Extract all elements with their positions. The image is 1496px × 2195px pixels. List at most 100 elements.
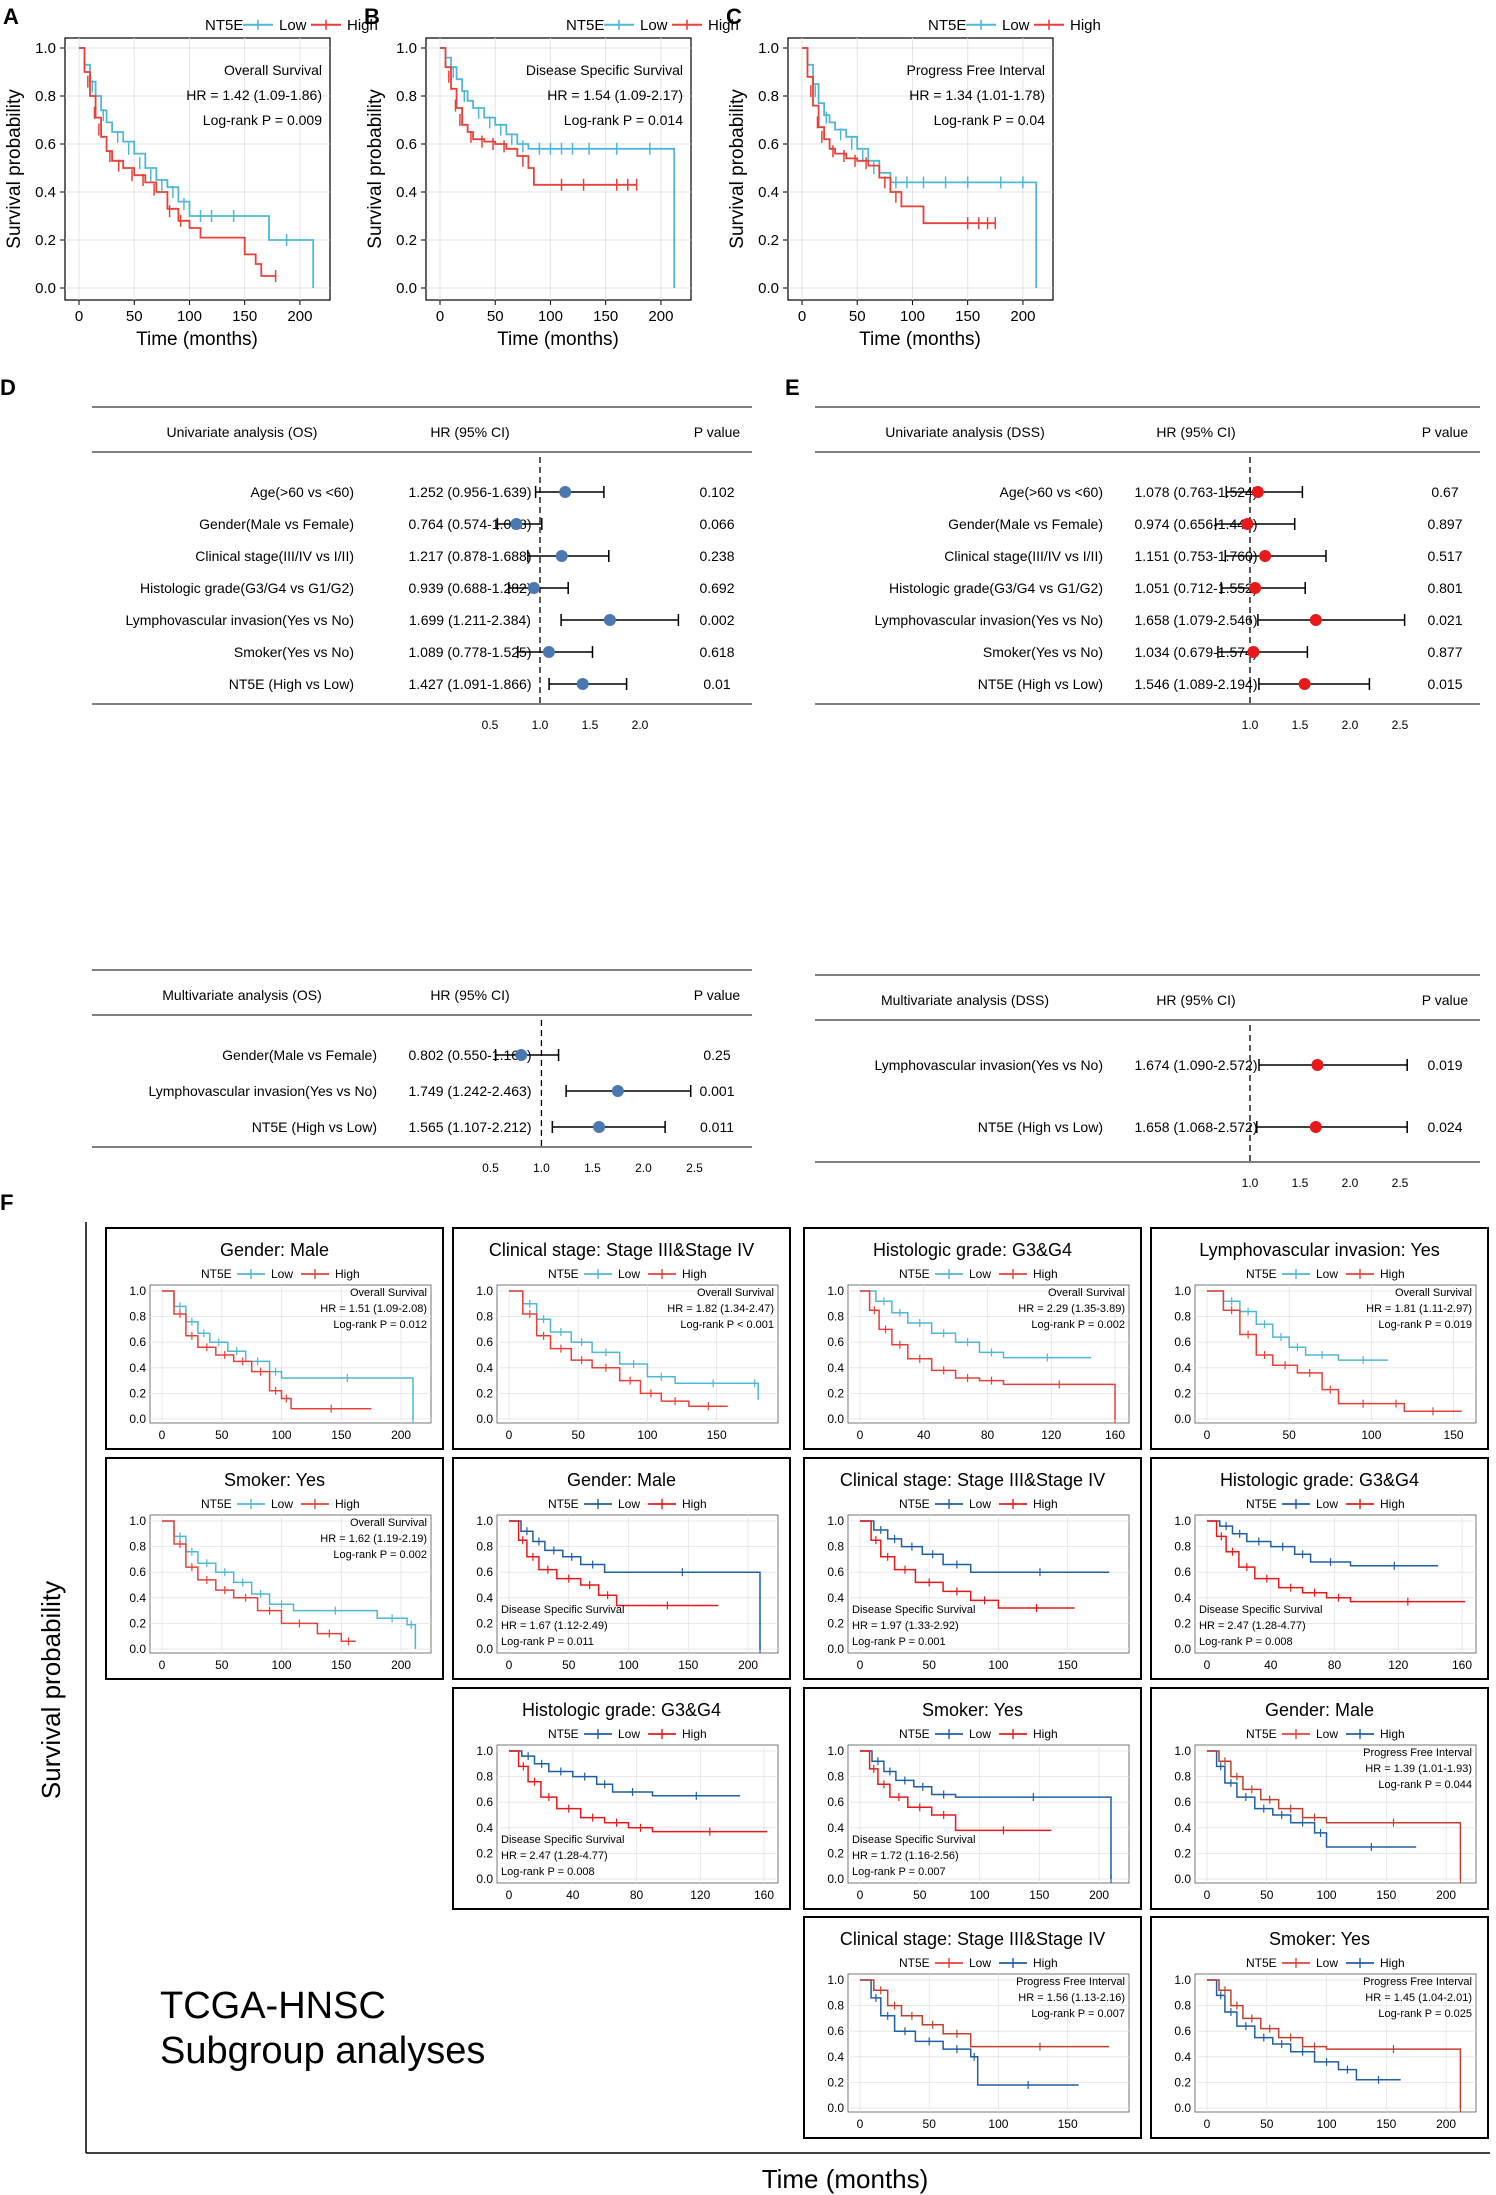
y-tick-label: 0.2 (827, 1386, 844, 1400)
plot-frame (847, 1973, 1130, 2113)
plot-frame (847, 1514, 1130, 1654)
stat-name: Disease Specific Survival (1199, 1604, 1323, 1616)
x-tick-label: 80 (981, 1428, 995, 1442)
y-tick-label: 1.0 (1174, 1973, 1191, 1987)
forest-axis-label: 2.5 (1392, 1176, 1409, 1190)
x-tick-label: 150 (593, 308, 618, 325)
hazard-ratio: HR = 1.72 (1.16-2.56) (852, 1850, 959, 1862)
legend-low-label: Low (640, 17, 668, 34)
x-tick-label: 150 (1058, 2117, 1078, 2131)
x-tick-label: 200 (287, 308, 312, 325)
hazard-ratio: HR = 1.54 (1.09-2.17) (547, 87, 683, 103)
x-tick-label: 120 (1388, 1658, 1408, 1672)
hazard-ratio: HR = 1.81 (1.11-2.97) (1366, 1303, 1472, 1315)
km-curve-high (440, 47, 637, 186)
row-hr-ci: 1.217 (0.878-1.688) (409, 548, 532, 564)
legend-high-label: High (335, 1497, 360, 1511)
row-p-value: 0.021 (1427, 612, 1462, 628)
hazard-ratio: HR = 1.42 (1.09-1.86) (186, 87, 322, 103)
km-curve-high (1207, 1979, 1462, 2108)
table-header-label: Univariate analysis (DSS) (885, 424, 1045, 440)
legend: NT5E Low High (899, 1956, 1058, 1970)
y-tick-label: 0.8 (476, 1770, 493, 1784)
row-hr-ci: 1.699 (1.211-2.384) (409, 612, 531, 628)
row-label: NT5E (High vs Low) (978, 676, 1103, 692)
legend: NT5E Low High (1246, 1727, 1405, 1741)
y-tick-label: 1.0 (476, 1514, 493, 1528)
x-tick-label: 150 (1029, 1888, 1049, 1902)
log-rank-p: Log-rank P = 0.009 (203, 112, 322, 128)
x-tick-label: 100 (1317, 1888, 1337, 1902)
y-tick-label: 0.6 (827, 1795, 844, 1809)
x-tick-label: 50 (1283, 1428, 1297, 1442)
y-tick-label: 0.4 (396, 184, 417, 201)
subgroup-panel-title: Histologic grade: G3&G4 (873, 1240, 1072, 1260)
legend-low-label: Low (618, 1727, 640, 1741)
legend: NT5E Low High (1246, 1956, 1405, 1970)
legend-low-label: Low (618, 1267, 640, 1281)
row-label: Lymphovascular invasion(Yes vs No) (874, 1057, 1103, 1073)
x-tick-label: 200 (1089, 1888, 1109, 1902)
legend-high-label: High (347, 17, 378, 34)
forest-axis-label: 1.5 (582, 718, 599, 732)
x-tick-label: 50 (126, 308, 143, 325)
x-tick-label: 50 (572, 1428, 586, 1442)
x-tick-label: 0 (1204, 1428, 1211, 1442)
hazard-ratio: HR = 1.51 (1.09-2.08) (320, 1303, 427, 1315)
km-curve-low (509, 1520, 761, 1649)
subgroup-panel-title: Histologic grade: G3&G4 (522, 1700, 721, 1720)
subgroup-panel-title: Lymphovascular invasion: Yes (1199, 1240, 1439, 1260)
y-tick-label: 0.0 (476, 1642, 493, 1656)
km-curve-low (1207, 1979, 1401, 2081)
y-tick-label: 0.4 (1174, 1821, 1191, 1835)
legend-title: NT5E (899, 1956, 930, 1970)
table-header-label: Multivariate analysis (DSS) (881, 992, 1049, 1008)
x-tick-label: 150 (1444, 1428, 1464, 1442)
stat-name: Disease Specific Survival (526, 62, 683, 78)
plot-frame (149, 1514, 432, 1654)
subgroup-km-panel: Gender: Male NT5E Low High 0.0 0.2 0.4 0.6 0.8 1.… (452, 1457, 791, 1680)
x-tick-label: 50 (562, 1658, 576, 1672)
y-tick-label: 0.4 (129, 1361, 146, 1375)
legend-title: NT5E (548, 1267, 579, 1281)
table-header-p: P value (1422, 992, 1469, 1008)
y-tick-label: 0.8 (1174, 1540, 1191, 1554)
row-label: Histologic grade(G3/G4 vs G1/G2) (889, 580, 1103, 596)
y-tick-label: 0.4 (35, 184, 56, 201)
forest-axis-label: 1.5 (1292, 718, 1309, 732)
hazard-ratio: HR = 1.39 (1.01-1.93) (1365, 1763, 1472, 1775)
subgroup-km-panel: Smoker: Yes NT5E Low High 0.0 0.2 0.4 0.6 0.8 1.0… (803, 1687, 1142, 1910)
plot-frame (425, 37, 692, 301)
x-tick-label: 0 (506, 1658, 513, 1672)
x-tick-label: 0 (1204, 1888, 1211, 1902)
stat-name: Progress Free Interval (907, 62, 1046, 78)
y-tick-label: 0.0 (129, 1642, 146, 1656)
y-tick-label: 0.2 (476, 1846, 493, 1860)
y-tick-label: 1.0 (1174, 1284, 1191, 1298)
x-tick-label: 150 (331, 1658, 351, 1672)
forest-block: Multivariate analysis (OS) HR (95% CI) P v… (92, 969, 752, 1175)
table-header-p: P value (1422, 424, 1469, 440)
row-label: Lymphovascular invasion(Yes vs No) (874, 612, 1103, 628)
panel-letter: C (726, 4, 742, 29)
legend-high-label: High (1033, 1497, 1058, 1511)
hr-point (611, 1085, 624, 1097)
x-tick-label: 100 (988, 1658, 1008, 1672)
panel-letter: F (0, 1190, 13, 1215)
table-header-p: P value (694, 424, 741, 440)
table-header-label: Univariate analysis (OS) (167, 424, 318, 440)
legend: NT5E Low High (899, 1497, 1058, 1511)
y-tick-label: 0.0 (827, 1412, 844, 1426)
hazard-ratio: HR = 2.47 (1.28-4.77) (501, 1850, 608, 1862)
hr-point (1309, 1121, 1322, 1133)
row-label: Smoker(Yes vs No) (983, 644, 1103, 660)
x-tick-label: 200 (1010, 308, 1035, 325)
x-tick-label: 160 (1452, 1658, 1472, 1672)
hazard-ratio: HR = 1.34 (1.01-1.78) (909, 87, 1045, 103)
y-tick-label: 0.2 (396, 232, 417, 249)
row-p-value: 0.024 (1427, 1119, 1462, 1135)
y-tick-label: 1.0 (129, 1284, 146, 1298)
legend: NT5E Low High (548, 1497, 707, 1511)
row-label: Gender(Male vs Female) (199, 516, 354, 532)
legend: NT5E Low High (928, 17, 1101, 34)
